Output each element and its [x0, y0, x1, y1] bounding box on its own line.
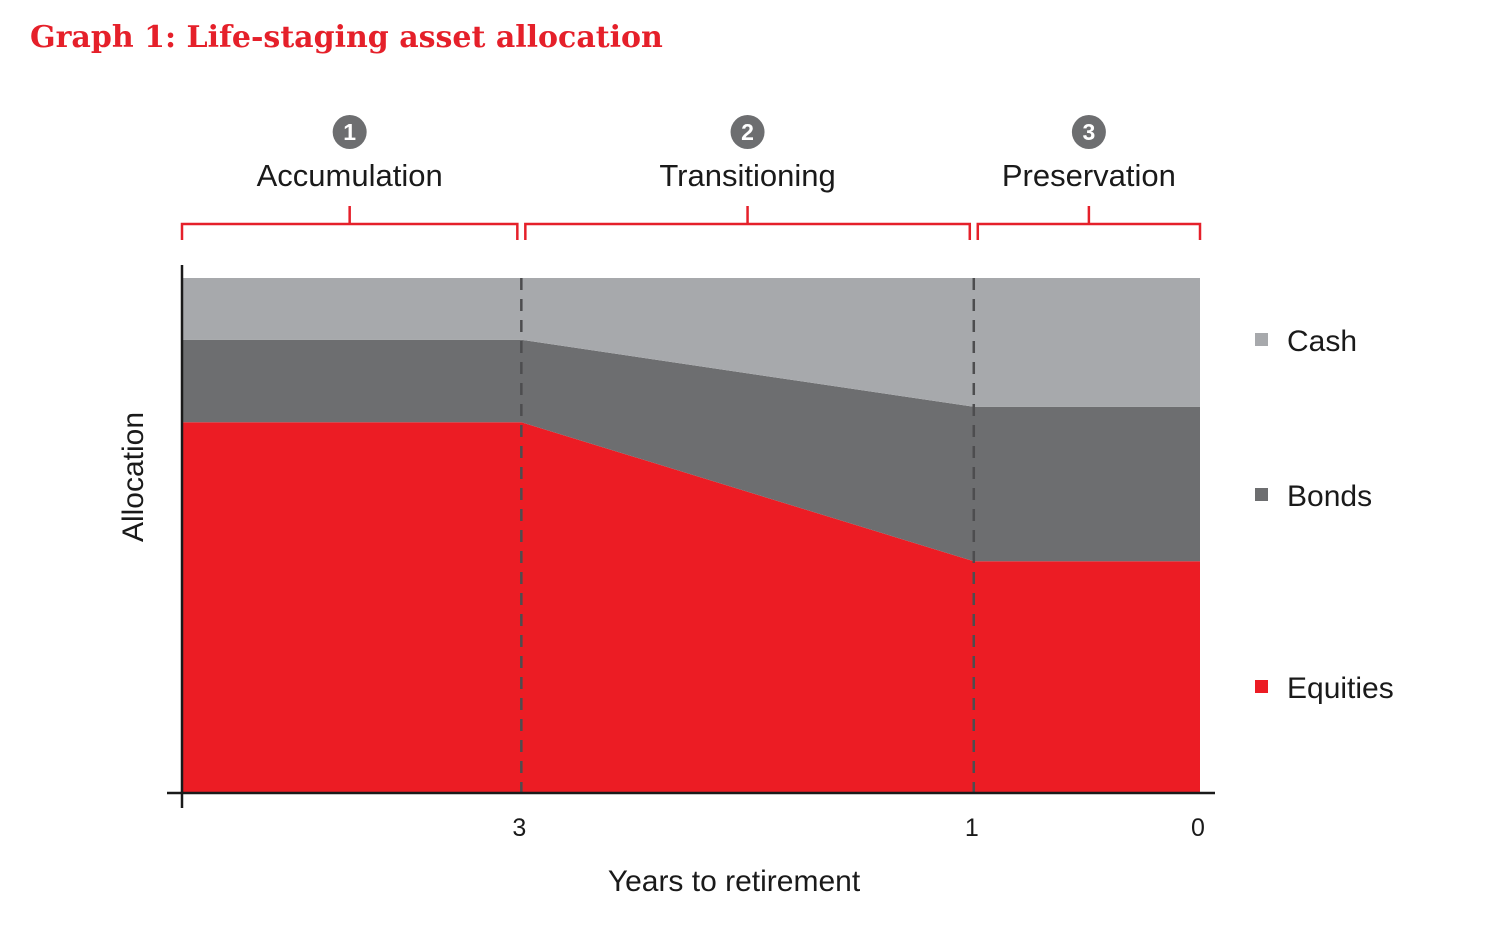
legend-swatch-bonds: [1255, 488, 1268, 501]
x-tick-label: 1: [965, 814, 979, 842]
x-axis-label: Years to retirement: [608, 865, 861, 898]
legend-label-cash: Cash: [1287, 325, 1357, 358]
legend: Cash Bonds Equities: [1255, 325, 1394, 705]
phase-annotations-layer: 1 Accumulation 2 Transitioning 3 Preservation: [180, 115, 1202, 240]
boundary-lines-layer: [520, 278, 976, 793]
phase-number-badge: [730, 115, 765, 149]
areas-layer: [182, 278, 1200, 793]
phase-bracket: [524, 206, 972, 240]
area-cash: [182, 278, 1200, 407]
legend-label-bonds: Bonds: [1287, 480, 1372, 513]
x-tick-label: 0: [1191, 814, 1205, 842]
axes-layer: [167, 265, 1215, 808]
y-axis-label: Allocation: [117, 412, 150, 542]
chart-title: Graph 1: Life-staging asset allocation: [30, 20, 663, 55]
phase-number: 1: [343, 119, 356, 145]
phase-label: Preservation: [1002, 158, 1176, 193]
x-tick-label: 3: [512, 814, 526, 842]
tick-labels-layer: 3 1 0: [512, 814, 1205, 842]
phase-number: 3: [1082, 119, 1095, 145]
legend-label-equities: Equities: [1287, 672, 1394, 705]
area-equities: [182, 422, 1200, 793]
phase-label: Accumulation: [257, 158, 443, 193]
phase-bracket: [180, 206, 519, 240]
legend-swatch-cash: [1255, 333, 1268, 346]
phase-bracket: [976, 206, 1202, 240]
phase-number: 2: [741, 119, 754, 145]
area-bonds: [182, 339, 1200, 562]
phase-number-badge: [1071, 115, 1106, 149]
phase-number-badge: [332, 115, 367, 149]
phase-label: Transitioning: [659, 158, 835, 193]
legend-swatch-equities: [1255, 680, 1268, 693]
